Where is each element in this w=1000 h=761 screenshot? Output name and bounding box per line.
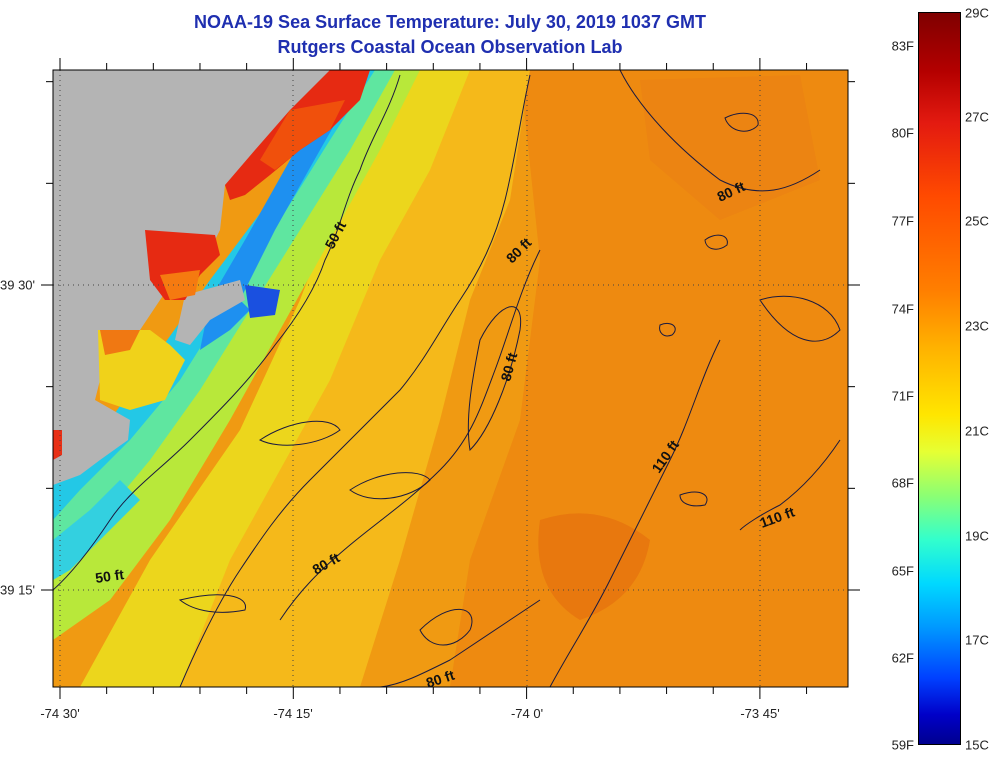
frame-ticks xyxy=(41,58,860,699)
map-title: NOAA-19 Sea Surface Temperature: July 30… xyxy=(194,12,706,32)
colorbar-celsius-label: 15C xyxy=(965,737,989,753)
contour-loop-5 xyxy=(467,306,522,452)
contour-loop-4 xyxy=(759,295,841,342)
contour-80ft-outer xyxy=(619,70,821,192)
yellow-band xyxy=(80,70,470,687)
colorbar-fahrenheit-label: 62F xyxy=(891,650,914,666)
colorbar-fahrenheit-label: 83F xyxy=(891,38,914,54)
colorbar-celsius-label: 29C xyxy=(965,5,989,21)
contour-loop-8 xyxy=(178,594,246,613)
longitude-tick-label: -74 0' xyxy=(510,706,544,721)
contour-loop-9 xyxy=(679,491,708,507)
longitude-tick-label: -73 45' xyxy=(740,706,780,721)
inlet-west-water xyxy=(53,430,62,460)
contour-loop-3 xyxy=(659,322,676,337)
colorbar-celsius-label: 17C xyxy=(965,632,989,648)
contour-110ft-east xyxy=(739,439,841,531)
warm-patch-north xyxy=(640,75,820,220)
land-mass xyxy=(53,70,345,485)
contour-label: 80 ft xyxy=(497,351,520,383)
colorbar-celsius-label: 19C xyxy=(965,528,989,544)
bay-water-south-core xyxy=(100,330,140,355)
contour-50ft xyxy=(53,74,401,591)
contour-110ft-north xyxy=(549,339,721,687)
land-gap xyxy=(175,280,245,345)
warmest-offshore-patch xyxy=(538,513,650,620)
contour-80ft-mid xyxy=(279,249,541,621)
contour-loop-7 xyxy=(259,420,341,446)
map-subtitle: Rutgers Coastal Ocean Observation Lab xyxy=(277,37,623,57)
cold-band-south xyxy=(53,480,140,580)
latitude-tick-label: 39 30' xyxy=(0,277,36,293)
colorbar-fahrenheit-label: 77F xyxy=(891,213,914,229)
bay-water-middle-edge xyxy=(160,270,200,300)
colorbar-fahrenheit-label: 68F xyxy=(891,475,914,491)
colorbar-fahrenheit-label: 65F xyxy=(891,563,914,579)
contour-80ft-inner xyxy=(179,74,531,687)
colorbar-celsius-label: 23C xyxy=(965,318,989,334)
contour-loop-10 xyxy=(419,608,473,646)
contour-loop-2 xyxy=(704,234,728,250)
colorbar-fahrenheit-label: 71F xyxy=(891,388,914,404)
bathymetry-contours xyxy=(53,70,841,687)
latitude-tick-label: 39 15' xyxy=(0,582,36,598)
yellow-green-band xyxy=(53,70,420,640)
contour-loop-6 xyxy=(349,472,431,500)
bay-water-north-edge xyxy=(260,100,345,170)
colorbar-fahrenheit-label: 80F xyxy=(891,125,914,141)
colorbar-celsius-label: 25C xyxy=(965,213,989,229)
contour-loop-1 xyxy=(724,112,759,132)
contour-80ft-south xyxy=(379,599,541,687)
colorbar-celsius-label: 27C xyxy=(965,109,989,125)
cold-spot xyxy=(245,285,280,318)
longitude-tick-label: -74 30' xyxy=(40,706,80,721)
colorbar-fahrenheit-label: 74F xyxy=(891,301,914,317)
map-frame xyxy=(52,69,849,688)
colorbar-celsius-label: 21C xyxy=(965,423,989,439)
colorbar-fahrenheit-label: 59F xyxy=(891,737,914,753)
longitude-tick-label: -74 15' xyxy=(273,706,313,721)
contour-label: 50 ft xyxy=(94,566,125,586)
temperature-colorbar xyxy=(918,12,961,745)
